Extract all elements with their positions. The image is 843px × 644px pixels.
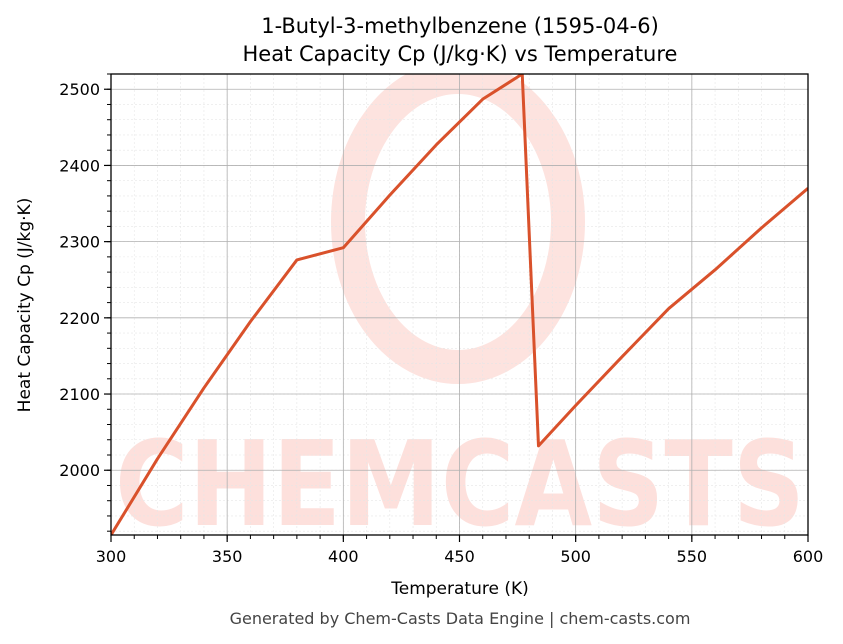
chart-title: 1-Butyl-3-methylbenzene (1595-04-6): [261, 14, 659, 38]
axis-ticks: [104, 73, 809, 542]
y-tick-label: 2500: [59, 80, 100, 99]
x-tick-label: 350: [212, 547, 243, 566]
y-tick-label: 2300: [59, 233, 100, 252]
chart-subtitle: Heat Capacity Cp (J/kg·K) vs Temperature: [243, 42, 678, 66]
x-tick-labels: 300 350 400 450 500 550 600: [96, 547, 824, 566]
y-tick-label: 2200: [59, 309, 100, 328]
y-tick-label: 2000: [59, 461, 100, 480]
watermark-logo-ring: [331, 74, 585, 384]
x-tick-label: 600: [793, 547, 824, 566]
y-tick-label: 2400: [59, 156, 100, 175]
watermark-text: CHEMCASTS: [115, 415, 805, 553]
x-tick-label: 500: [560, 547, 591, 566]
x-tick-label: 400: [328, 547, 359, 566]
x-tick-label: 550: [677, 547, 708, 566]
x-tick-label: 300: [96, 547, 127, 566]
y-tick-labels: 2000 2100 2200 2300 2400 2500: [59, 80, 100, 480]
footer-credit: Generated by Chem-Casts Data Engine | ch…: [230, 609, 691, 628]
watermark: CHEMCASTS: [115, 74, 805, 553]
x-axis-label: Temperature (K): [390, 579, 529, 599]
x-tick-label: 450: [444, 547, 475, 566]
y-tick-label: 2100: [59, 385, 100, 404]
y-axis-label: Heat Capacity Cp (J/kg·K): [15, 198, 35, 413]
series-line: [111, 74, 808, 535]
